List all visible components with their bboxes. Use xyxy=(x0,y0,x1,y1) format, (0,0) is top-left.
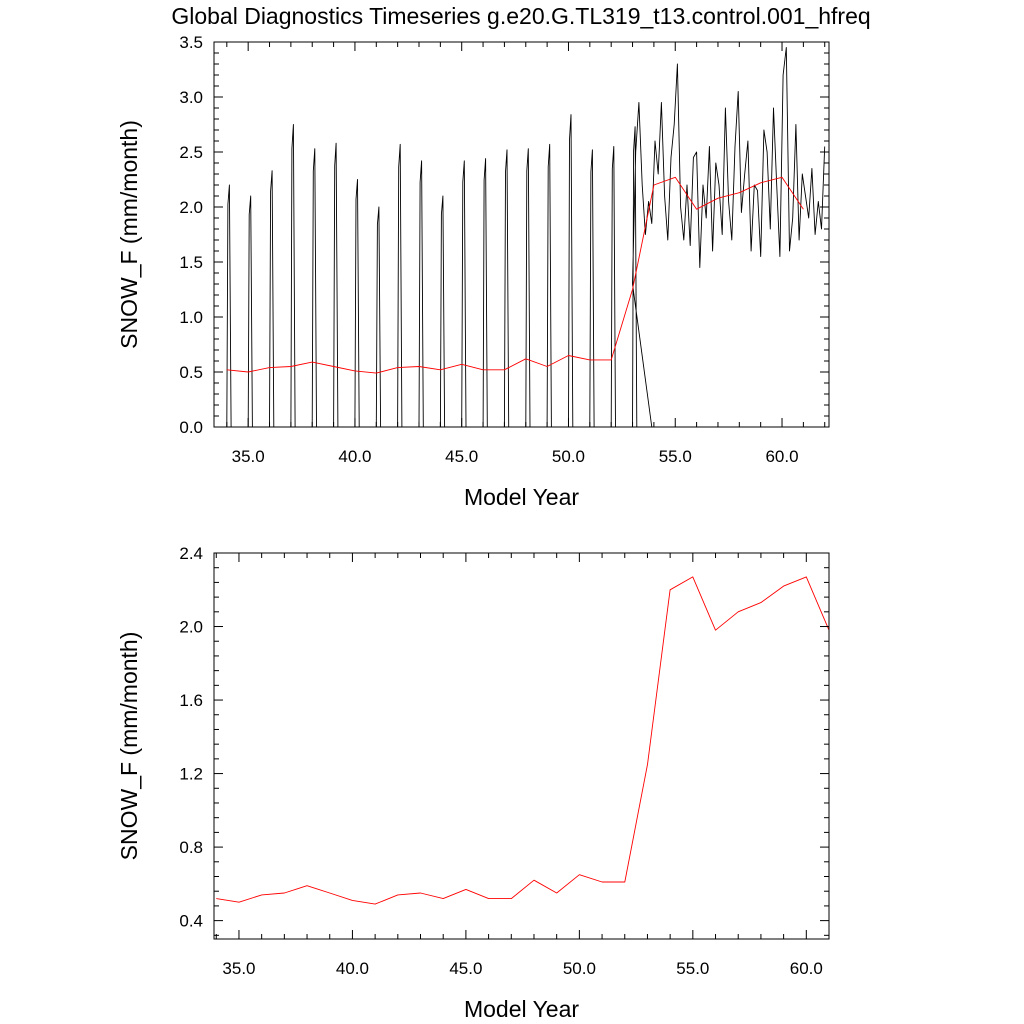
series-line xyxy=(226,176,804,374)
x-tick-label: 35.0 xyxy=(232,447,265,466)
top-panel: 35.0 40.0 45.0 50.0 55.0 60.0 0.0 0.5 1.0 1.5 2.0 2… xyxy=(116,33,830,510)
x-tick-label: 60.0 xyxy=(765,447,798,466)
bottom-axis-ticks xyxy=(214,552,830,939)
x-tick-label: 45.0 xyxy=(449,959,482,978)
y-tick-label: 1.0 xyxy=(179,308,203,327)
bottom-x-axis-label: Model Year xyxy=(464,996,579,1022)
x-tick-label: 55.0 xyxy=(659,447,692,466)
y-tick-label: 0.0 xyxy=(179,418,203,437)
y-tick-label: 0.5 xyxy=(179,363,203,382)
y-tick-label: 3.5 xyxy=(179,33,203,52)
y-tick-label: 1.2 xyxy=(179,765,203,784)
x-tick-label: 50.0 xyxy=(552,447,585,466)
x-tick-label: 40.0 xyxy=(336,959,369,978)
x-tick-label: 60.0 xyxy=(790,959,823,978)
y-tick-label: 2.4 xyxy=(179,544,203,563)
y-tick-label: 1.6 xyxy=(179,691,203,710)
bottom-plot-frame xyxy=(213,552,830,940)
x-tick-label: 55.0 xyxy=(676,959,709,978)
y-tick-label: 2.5 xyxy=(179,143,203,162)
top-y-axis-label: SNOW_F (mm/month) xyxy=(116,120,142,349)
y-tick-label: 1.5 xyxy=(179,253,203,272)
top-x-axis-label: Model Year xyxy=(464,484,579,510)
top-tick-labels: 35.0 40.0 45.0 50.0 55.0 60.0 0.0 0.5 1.0 1.5 2.0 2… xyxy=(179,33,798,466)
y-tick-label: 2.0 xyxy=(179,618,203,637)
bottom-panel: 35.0 40.0 45.0 50.0 55.0 60.0 0.4 0.8 1.2 1.6 2.0 2… xyxy=(116,544,830,1022)
y-tick-label: 2.0 xyxy=(179,198,203,217)
series-line xyxy=(226,47,826,427)
top-plot-frame xyxy=(213,41,830,428)
y-tick-label: 0.8 xyxy=(179,838,203,857)
monthly-series xyxy=(226,47,826,427)
chart-title: Global Diagnostics Timeseries g.e20.G.TL… xyxy=(171,3,870,29)
annual-mean-series xyxy=(216,576,829,905)
bottom-y-axis-label: SNOW_F (mm/month) xyxy=(116,632,142,861)
top-axis-ticks xyxy=(214,41,829,428)
series-line xyxy=(216,576,829,905)
x-tick-label: 45.0 xyxy=(445,447,478,466)
x-tick-label: 40.0 xyxy=(338,447,371,466)
annual-mean-series xyxy=(226,176,804,374)
y-tick-label: 3.0 xyxy=(179,88,203,107)
y-tick-label: 0.4 xyxy=(179,912,203,931)
x-tick-label: 35.0 xyxy=(222,959,255,978)
bottom-tick-labels: 35.0 40.0 45.0 50.0 55.0 60.0 0.4 0.8 1.2 1.6 2.0 2… xyxy=(179,544,822,978)
x-tick-label: 50.0 xyxy=(563,959,596,978)
